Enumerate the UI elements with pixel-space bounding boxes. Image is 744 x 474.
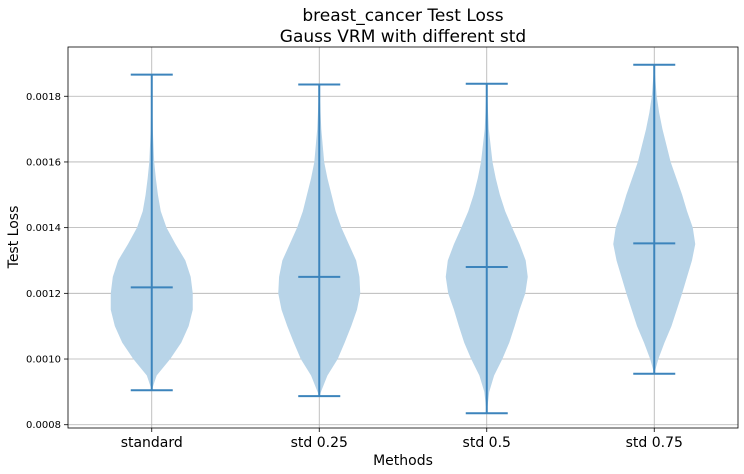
x-axis-label: Methods: [373, 453, 433, 469]
y-tick-label: 0.0008: [26, 420, 61, 431]
y-tick-label: 0.0016: [26, 157, 61, 168]
y-tick-label: 0.0014: [26, 223, 61, 234]
x-tick-label: standard: [121, 435, 183, 451]
violin-layer: [110, 63, 696, 415]
x-tick-label: std 0.75: [626, 435, 683, 451]
chart-title: breast_cancer Test Loss: [302, 6, 503, 26]
y-axis: 0.0008 0.0010 0.0012 0.0014 0.0016 0.0018: [26, 92, 68, 431]
x-tick-label: std 0.25: [291, 435, 348, 451]
chart-subtitle: Gauss VRM with different std: [280, 27, 526, 47]
y-tick-label: 0.0010: [26, 355, 61, 366]
plot-frame: [67, 46, 739, 429]
y-tick-label: 0.0018: [26, 92, 61, 103]
y-tick-label: 0.0012: [26, 289, 61, 300]
x-axis: standard std 0.25 std 0.5 std 0.75: [121, 428, 683, 451]
x-tick-label: std 0.5: [463, 435, 511, 451]
y-axis-label: Test Loss: [6, 206, 22, 270]
